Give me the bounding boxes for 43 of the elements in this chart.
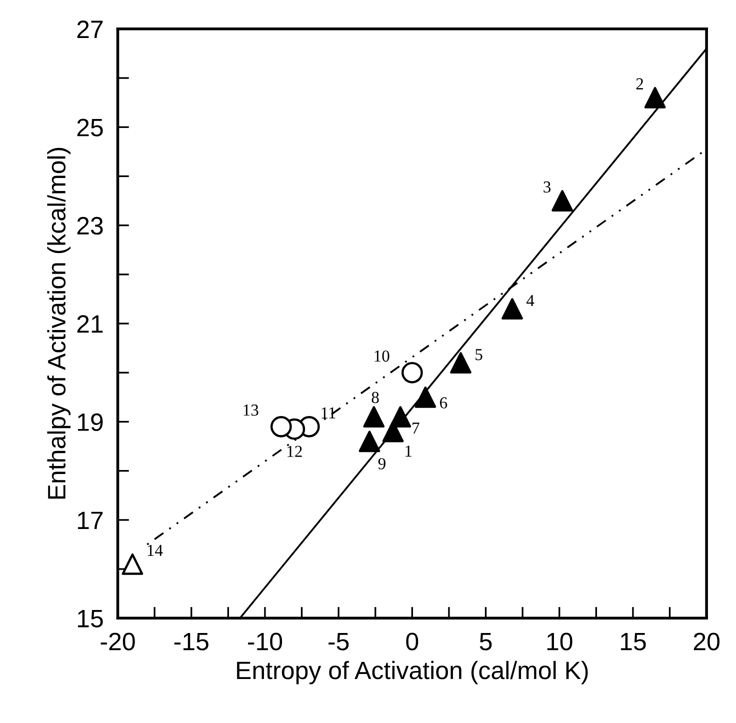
x-tick-label: 15 <box>620 632 646 650</box>
y-tick-label: 19 <box>78 413 103 432</box>
point <box>122 553 144 575</box>
point <box>414 386 436 408</box>
x-tick-label: -5 <box>328 632 349 650</box>
y-tick-label: 21 <box>77 315 103 333</box>
x-axis-title: Entropy of Activation (cal/mol K) <box>237 660 588 684</box>
point <box>644 86 666 108</box>
annotation: 1 <box>406 446 412 457</box>
y-tick-label: 15 <box>78 610 103 628</box>
y-tick-label: 27 <box>77 20 103 38</box>
annotation: 9 <box>378 458 386 470</box>
annotation: 7 <box>412 422 420 434</box>
annotation: 3 <box>544 181 551 193</box>
annotation: 13 <box>244 404 258 416</box>
annotation: 6 <box>440 397 448 408</box>
y-axis-title: Enthalpy of Activation (kcal/mol) <box>47 148 71 499</box>
x-tick-label: -20 <box>100 632 135 650</box>
x-tick-label: -10 <box>248 632 282 650</box>
y-tick-label: 25 <box>77 118 103 136</box>
annotation: 14 <box>148 544 163 556</box>
y-tick-label: 23 <box>77 216 103 235</box>
y-tick-label: 17 <box>78 512 103 530</box>
annotation: 2 <box>636 78 644 90</box>
point <box>401 362 423 384</box>
point <box>450 352 472 374</box>
x-tick-label: 0 <box>406 632 418 650</box>
x-tick-label: 10 <box>547 632 572 650</box>
x-tick-label: -15 <box>174 632 208 650</box>
point <box>270 416 292 438</box>
annotation: 12 <box>288 446 302 457</box>
annotation: 11 <box>322 407 336 418</box>
x-tick-label: 5 <box>480 632 492 650</box>
point <box>390 406 412 428</box>
point <box>363 406 385 428</box>
annotation: 10 <box>374 350 390 362</box>
point <box>552 190 573 212</box>
x-tick-label: 20 <box>694 632 720 650</box>
annotation: 4 <box>526 295 534 306</box>
annotation: 5 <box>476 349 482 360</box>
point <box>358 430 380 452</box>
annotation: 8 <box>372 392 379 404</box>
point <box>502 298 523 320</box>
